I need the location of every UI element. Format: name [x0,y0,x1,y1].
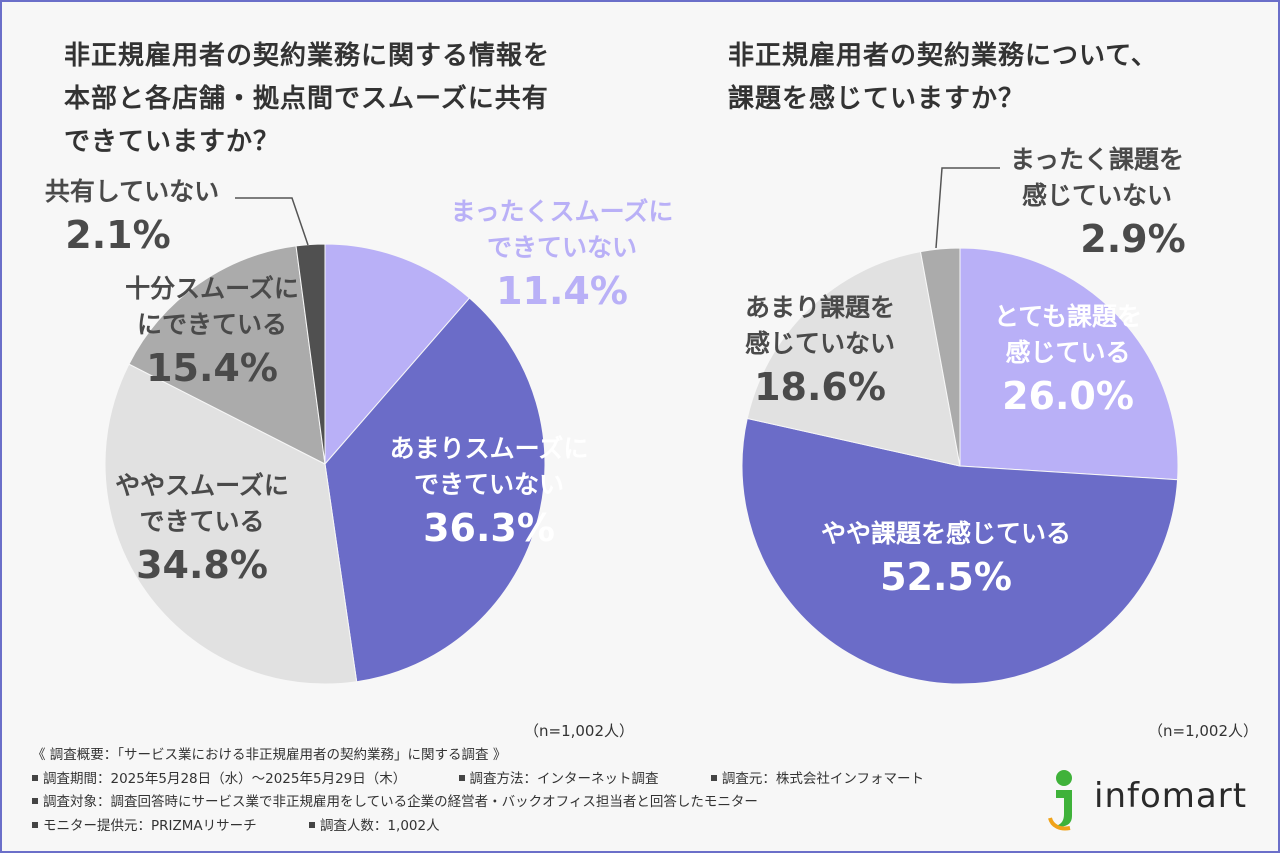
chart-title-left: 非正規雇用者の契約業務に関する情報を 本部と各店舗・拠点間でスムーズに共有 でき… [64,35,624,164]
pie-slice [128,245,326,465]
pie-slice [741,417,1179,685]
slice-label: 感じていない [1022,181,1172,210]
infomart-logo-text: infomart [1094,776,1248,816]
slice-value-label: 15.4% [146,346,278,390]
slice-label: まったく課題を [1010,145,1184,174]
slice-label: にできている [137,310,287,339]
pie-slice [324,243,471,466]
survey-overview-title: 《 調査概要：「サービス業における非正規雇用者の契約業務」に関する調査 》 [32,747,507,763]
slice-label: やや課題を感じている [821,519,1071,548]
slice-label: まったくスムーズに [451,197,674,226]
infomart-logo-icon [1048,770,1072,831]
slice-label: できていない [414,470,564,499]
title-right-line-2: 課題を感じていますか？ [728,84,1026,114]
slice-label: 感じていない [745,329,895,358]
pie-slice [919,247,961,467]
slice-label: できていない [487,233,637,262]
leader-line [935,167,1000,249]
slice-label: 感じている [1005,338,1130,367]
sample-size-left: （n=1,002人） [524,722,635,740]
survey-target: 調査対象：調査回答時にサービス業で非正規雇用をしている企業の経営者・バックオフィ… [32,794,758,810]
slice-value-label: 26.0% [1002,374,1134,418]
slice-value-label: 18.6% [754,365,886,409]
chart-title-right: 非正規雇用者の契約業務について、 課題を感じていますか？ [728,35,1248,121]
infomart-logo: infomart [1042,768,1262,832]
pie-chart-left: まったくスムーズにできていない11.4%あまりスムーズにできていない36.3%や… [45,177,674,685]
slice-label: 共有していない [45,177,219,206]
survey-overview: 《 調査概要：「サービス業における非正規雇用者の契約業務」に関する調査 》 調査… [32,744,1042,838]
slice-label: あまりスムーズに [390,434,589,463]
slice-label: できている [139,507,264,536]
survey-respondents: 調査人数：1,002人 [308,818,440,834]
title-left-line-2: 本部と各店舗・拠点間でスムーズに共有 [64,84,549,114]
slice-value-label: 2.1% [65,213,170,257]
survey-period: 調査期間：2025年5月28日（水）〜2025年5月29日（木） [32,771,406,787]
title-left-line-1: 非正規雇用者の契約業務に関する情報を [64,41,551,71]
pie-slice [324,297,546,683]
slice-label: とても課題を [994,302,1142,331]
slice-value-label: 2.9% [1080,217,1185,261]
pie-slice [959,247,1179,481]
pie-chart-right: とても課題を感じている26.0%やや課題を感じている52.5%あまり課題を感じて… [741,145,1186,685]
survey-source: 調査元：株式会社インフォマート [710,771,924,787]
survey-provider: モニター提供元：PRIZMAリサーチ [32,818,257,834]
title-left-line-3: できていますか？ [64,127,281,157]
leader-line [235,197,309,246]
survey-row-1: 調査期間：2025年5月28日（水）〜2025年5月29日（木） 調査方法：イン… [32,768,1042,792]
pie-slice [104,363,358,685]
survey-method: 調査方法：インターネット調査 [458,771,659,787]
pie-slice [746,251,961,467]
sample-size-right: （n=1,002人） [1148,722,1259,740]
slice-value-label: 52.5% [880,555,1012,599]
survey-row-3: モニター提供元：PRIZMAリサーチ 調査人数：1,002人 [32,815,1042,839]
slice-label: ややスムーズに [115,471,289,500]
slice-value-label: 34.8% [136,543,268,587]
title-right-line-1: 非正規雇用者の契約業務について、 [728,41,1158,71]
pie-slice [295,243,326,465]
survey-row-2: 調査対象：調査回答時にサービス業で非正規雇用をしている企業の経営者・バックオフィ… [32,791,1042,815]
slice-value-label: 36.3% [423,506,555,550]
slice-value-label: 11.4% [496,269,628,313]
slice-label: 十分スムーズに [125,274,299,303]
slice-label: あまり課題を [745,293,895,322]
